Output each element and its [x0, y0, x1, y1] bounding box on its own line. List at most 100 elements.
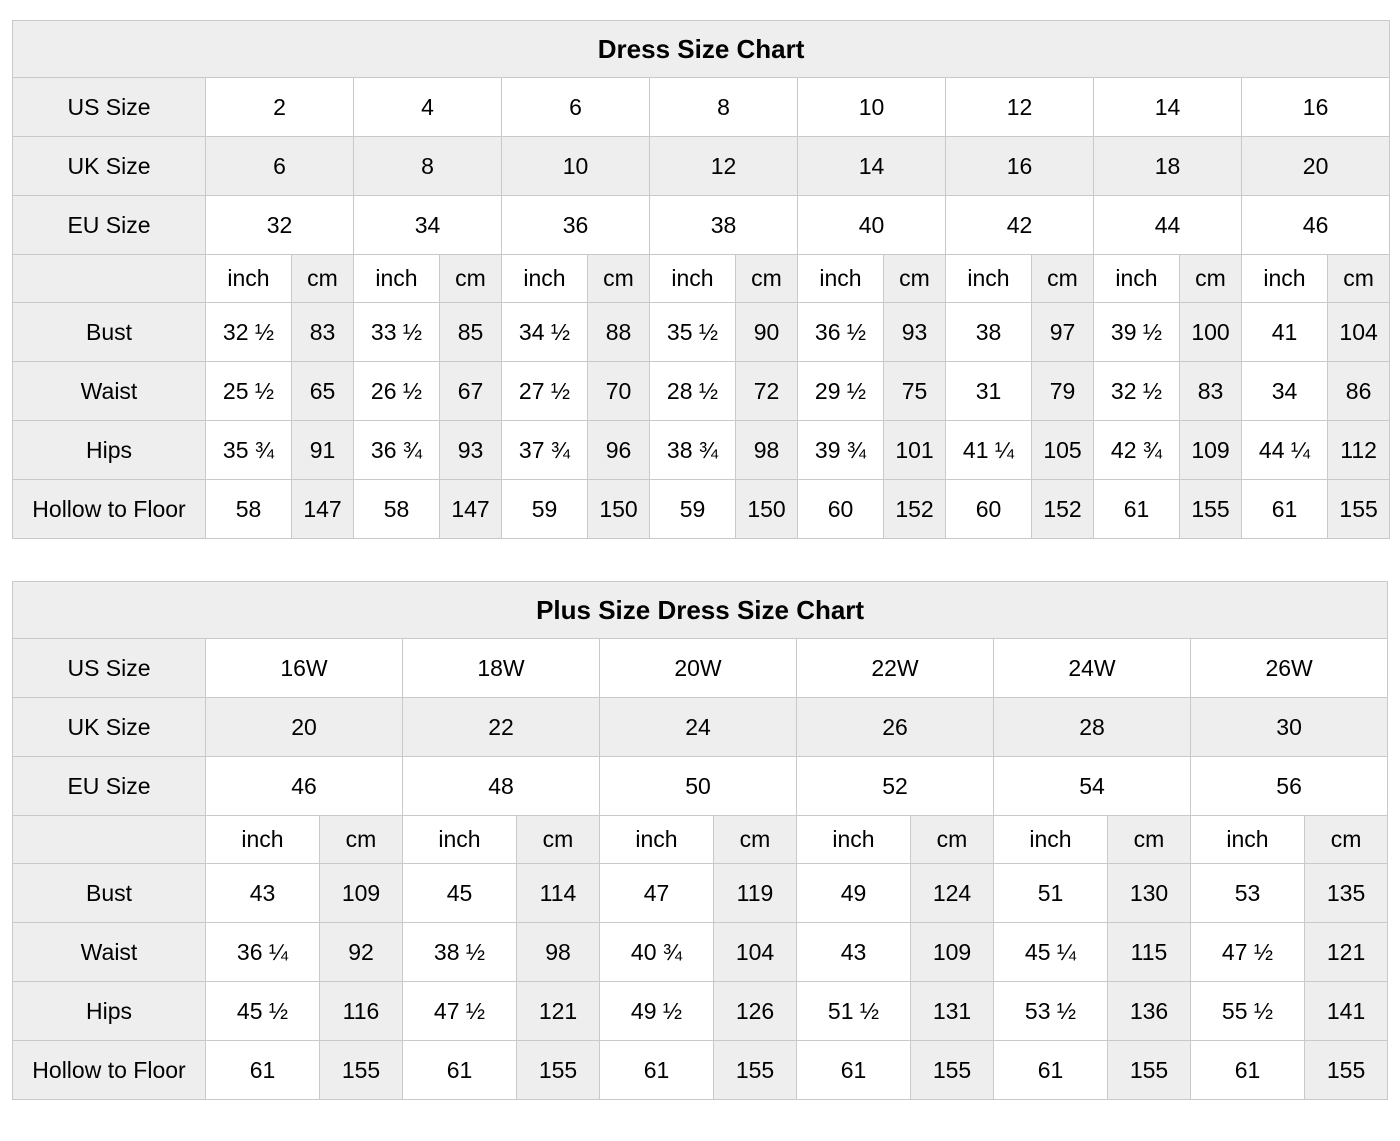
- measurement-inch-cell: 61: [796, 1040, 911, 1100]
- size-value-cell: 20: [1240, 136, 1391, 196]
- measurement-inch-cell: 45 ¼: [993, 922, 1108, 982]
- measurement-inch-cell: 61: [599, 1040, 714, 1100]
- size-value-cell: 14: [797, 136, 946, 196]
- row-label: EU Size: [12, 195, 206, 255]
- row-label: Hollow to Floor: [12, 479, 206, 539]
- size-value-cell: 12: [649, 136, 798, 196]
- measurement-inch-cell: 47 ½: [1190, 922, 1305, 982]
- size-value-cell: 42: [945, 195, 1094, 255]
- measurement-cm-cell: 97: [1031, 302, 1094, 362]
- size-value-cell: 22: [402, 697, 600, 757]
- measurement-inch-cell: 33 ½: [353, 302, 440, 362]
- measurement-cm-cell: 121: [516, 981, 600, 1041]
- size-value-cell: 20: [205, 697, 403, 757]
- measurement-cm-cell: 150: [587, 479, 650, 539]
- measurement-cm-cell: 155: [1107, 1040, 1191, 1100]
- measurement-inch-cell: 60: [797, 479, 884, 539]
- measurement-inch-cell: 49: [796, 863, 911, 923]
- measurement-inch-cell: 36 ½: [797, 302, 884, 362]
- row-label: Waist: [12, 361, 206, 421]
- unit-header-cm: cm: [910, 815, 994, 864]
- size-value-cell: 8: [649, 77, 798, 137]
- unit-header-inch: inch: [796, 815, 911, 864]
- size-value-cell: 32: [205, 195, 354, 255]
- measurement-inch-cell: 61: [1241, 479, 1328, 539]
- size-chart-table: Dress Size Chart US Size 2 4 6 8 10 12 14 16 UK Si…: [11, 20, 1391, 539]
- measurement-inch-cell: 51: [993, 863, 1108, 923]
- measurement-cm-cell: 147: [439, 479, 502, 539]
- unit-header-inch: inch: [599, 815, 714, 864]
- size-value-cell: 46: [1240, 195, 1391, 255]
- measurement-inch-cell: 40 ¾: [599, 922, 714, 982]
- unit-header-inch: inch: [1190, 815, 1305, 864]
- size-value-cell: 48: [402, 756, 600, 816]
- measurement-inch-cell: 45 ½: [205, 981, 320, 1041]
- measurement-inch-cell: 26 ½: [353, 361, 440, 421]
- measurement-cm-cell: 152: [1031, 479, 1094, 539]
- measurement-inch-cell: 43: [205, 863, 320, 923]
- measurement-cm-cell: 93: [883, 302, 946, 362]
- measurement-cm-cell: 86: [1326, 361, 1391, 421]
- measurement-inch-cell: 47: [599, 863, 714, 923]
- size-value-cell: 10: [797, 77, 946, 137]
- measurement-cm-cell: 98: [735, 420, 798, 480]
- measurement-inch-cell: 49 ½: [599, 981, 714, 1041]
- size-value-cell: 44: [1093, 195, 1242, 255]
- measurement-inch-cell: 38: [945, 302, 1032, 362]
- unit-header-inch: inch: [1241, 254, 1328, 303]
- measurement-inch-cell: 25 ½: [205, 361, 292, 421]
- unit-header-inch: inch: [993, 815, 1108, 864]
- measurement-cm-cell: 155: [1303, 1040, 1389, 1100]
- unit-header-inch: inch: [501, 254, 588, 303]
- measurement-cm-cell: 131: [910, 981, 994, 1041]
- measurement-inch-cell: 28 ½: [649, 361, 736, 421]
- measurement-cm-cell: 155: [1326, 479, 1391, 539]
- measurement-inch-cell: 38 ½: [402, 922, 517, 982]
- measurement-inch-cell: 35 ½: [649, 302, 736, 362]
- size-value-cell: 40: [797, 195, 946, 255]
- size-value-cell: 16W: [205, 638, 403, 698]
- measurement-cm-cell: 124: [910, 863, 994, 923]
- measurement-cm-cell: 96: [587, 420, 650, 480]
- size-value-cell: 36: [501, 195, 650, 255]
- measurement-inch-cell: 27 ½: [501, 361, 588, 421]
- measurement-cm-cell: 155: [910, 1040, 994, 1100]
- measurement-inch-cell: 34: [1241, 361, 1328, 421]
- measurement-inch-cell: 47 ½: [402, 981, 517, 1041]
- measurement-inch-cell: 51 ½: [796, 981, 911, 1041]
- measurement-cm-cell: 72: [735, 361, 798, 421]
- measurement-cm-cell: 109: [1179, 420, 1242, 480]
- size-value-cell: 2: [205, 77, 354, 137]
- measurement-inch-cell: 61: [402, 1040, 517, 1100]
- measurement-cm-cell: 119: [713, 863, 797, 923]
- measurement-cm-cell: 85: [439, 302, 502, 362]
- unit-header-cm: cm: [735, 254, 798, 303]
- measurement-cm-cell: 88: [587, 302, 650, 362]
- measurement-cm-cell: 135: [1303, 863, 1389, 923]
- unit-row-blank-cell: [12, 254, 206, 303]
- size-value-cell: 24W: [993, 638, 1191, 698]
- measurement-inch-cell: 59: [649, 479, 736, 539]
- measurement-cm-cell: 65: [291, 361, 354, 421]
- row-label: Bust: [12, 863, 206, 923]
- unit-header-inch: inch: [945, 254, 1032, 303]
- measurement-inch-cell: 44 ¼: [1241, 420, 1328, 480]
- measurement-cm-cell: 104: [713, 922, 797, 982]
- measurement-inch-cell: 31: [945, 361, 1032, 421]
- measurement-cm-cell: 114: [516, 863, 600, 923]
- table-title: Plus Size Dress Size Chart: [11, 581, 1389, 639]
- measurement-cm-cell: 104: [1326, 302, 1391, 362]
- row-label: UK Size: [12, 697, 206, 757]
- measurement-cm-cell: 100: [1179, 302, 1242, 362]
- unit-header-inch: inch: [1093, 254, 1180, 303]
- measurement-cm-cell: 91: [291, 420, 354, 480]
- measurement-inch-cell: 61: [993, 1040, 1108, 1100]
- measurement-cm-cell: 75: [883, 361, 946, 421]
- size-value-cell: 24: [599, 697, 797, 757]
- measurement-inch-cell: 45: [402, 863, 517, 923]
- measurement-inch-cell: 32 ½: [205, 302, 292, 362]
- measurement-inch-cell: 41: [1241, 302, 1328, 362]
- size-value-cell: 14: [1093, 77, 1242, 137]
- measurement-inch-cell: 61: [1190, 1040, 1305, 1100]
- measurement-cm-cell: 155: [1179, 479, 1242, 539]
